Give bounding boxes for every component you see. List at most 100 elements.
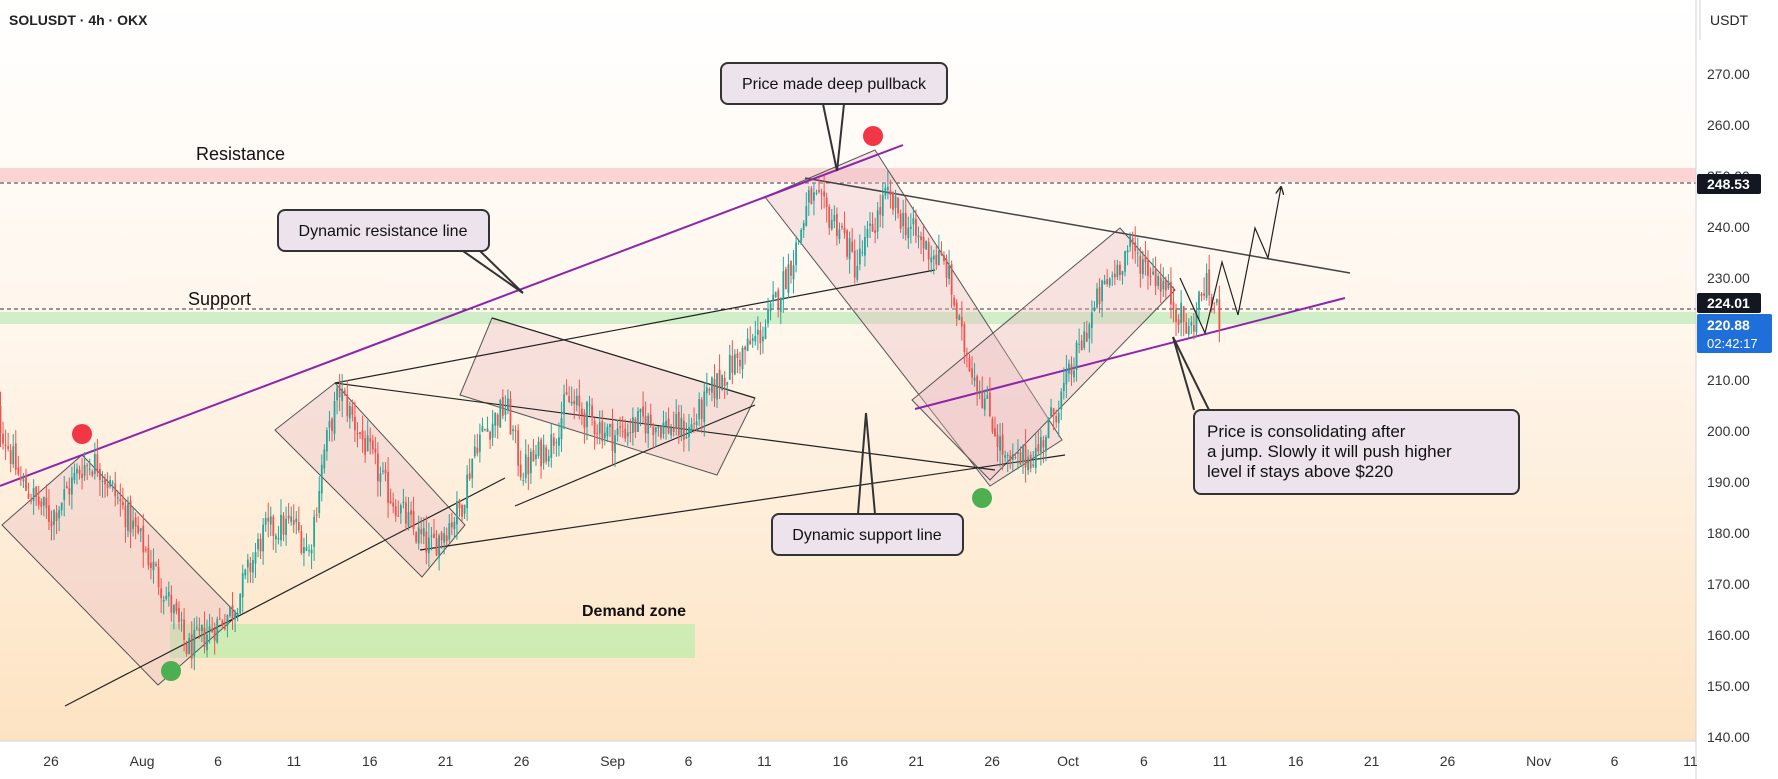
candle-body: [300, 531, 303, 554]
candle-body: [295, 518, 298, 523]
candle-body: [915, 218, 917, 236]
candle-body: [973, 377, 976, 381]
candle-body: [252, 560, 254, 573]
candle-body: [361, 430, 364, 440]
candle-body: [690, 424, 693, 431]
time-tick-label: 21: [1364, 753, 1380, 769]
candle-body: [960, 317, 963, 327]
candle-body: [313, 516, 316, 547]
candle-body: [236, 613, 239, 616]
candle-body: [203, 627, 206, 647]
channel-5: [911, 227, 1176, 481]
candle-body: [471, 458, 474, 479]
candle-body: [874, 230, 877, 233]
candle-body: [1085, 332, 1088, 342]
candle-body: [99, 468, 101, 481]
candle-body: [303, 547, 305, 554]
callout-dynamic-resistance-text: Dynamic resistance line: [299, 223, 468, 240]
candle-body: [318, 490, 321, 513]
candle-body: [1017, 451, 1019, 454]
candle-body: [871, 223, 874, 232]
candle-body: [792, 265, 795, 280]
callout-consolidating-line-3: level if stays above $220: [1207, 462, 1393, 481]
candle-body: [996, 434, 999, 448]
candle-body: [473, 446, 476, 457]
candle-body: [649, 414, 652, 424]
time-tick-label: 26: [984, 753, 1000, 769]
candle-body: [899, 213, 902, 229]
candle-body: [394, 506, 397, 516]
currency-label[interactable]: USDT: [1710, 12, 1749, 28]
candle-body: [1182, 306, 1185, 322]
candle-body: [522, 480, 525, 482]
candle-body: [619, 426, 622, 428]
price-tick-label: 210.00: [1707, 372, 1750, 388]
candle-body: [144, 549, 147, 551]
candle-body: [815, 192, 818, 194]
time-tick-label: Oct: [1057, 753, 1079, 769]
candle-body: [422, 527, 425, 537]
candle-body: [262, 524, 265, 552]
candle-body: [716, 373, 718, 400]
candle-body: [162, 599, 165, 602]
candle-body: [1192, 324, 1195, 332]
candle-body: [644, 416, 647, 434]
candle-body: [988, 392, 991, 417]
candle-body: [325, 430, 328, 452]
candle-body: [1080, 340, 1083, 351]
candle-body: [514, 430, 517, 432]
candle-body: [624, 428, 627, 439]
candle-body: [226, 615, 229, 626]
candle-body: [948, 265, 950, 279]
candle-body: [884, 187, 887, 196]
candle-body: [249, 562, 252, 573]
candle-body: [402, 501, 405, 504]
projection-path: [1179, 187, 1281, 335]
candle-body: [1032, 464, 1035, 467]
candle-body: [290, 516, 293, 522]
candle-body: [310, 549, 313, 554]
candle-body: [331, 418, 333, 431]
candle-body: [580, 408, 583, 415]
candle-body: [1139, 255, 1142, 274]
candle-body: [932, 255, 935, 260]
candle-body: [1141, 259, 1144, 275]
candle-body: [1147, 260, 1149, 276]
candle-body: [835, 214, 838, 236]
candle-body: [223, 627, 226, 629]
price-tick-label: 160.00: [1707, 627, 1750, 643]
candle-body: [968, 358, 971, 371]
price-tick-label: 190.00: [1707, 474, 1750, 490]
candle-body: [800, 229, 803, 242]
candle-body: [68, 488, 71, 495]
price-tick-label: 180.00: [1707, 525, 1750, 541]
candle-body: [1190, 322, 1193, 326]
candle-body: [670, 427, 673, 436]
candle-body: [1129, 235, 1132, 247]
candle-body: [504, 409, 507, 415]
candle-body: [598, 422, 601, 434]
candle-body: [578, 395, 581, 407]
candle-body: [532, 450, 535, 462]
candle-body: [241, 573, 244, 598]
symbol-title[interactable]: SOLUSDT · 4h · OKX: [9, 12, 148, 28]
candle-body: [1039, 437, 1042, 452]
candle-body: [897, 197, 899, 214]
candle-body: [751, 338, 754, 341]
currency-button[interactable]: USDT: [1699, 0, 1749, 40]
candle-body: [1170, 281, 1172, 305]
candle-body: [1116, 264, 1119, 278]
candle-body: [346, 394, 349, 417]
resistance-zone: [0, 168, 1696, 182]
candle-body: [1009, 455, 1012, 462]
candle-body: [756, 329, 759, 335]
candle-body: [703, 391, 706, 423]
candle-body: [586, 401, 588, 427]
candle-body: [494, 413, 497, 426]
candle-body: [904, 212, 907, 236]
candle-body: [320, 464, 323, 494]
candle-body: [499, 400, 502, 428]
candle-body: [1131, 237, 1134, 244]
candle-body: [440, 532, 443, 541]
